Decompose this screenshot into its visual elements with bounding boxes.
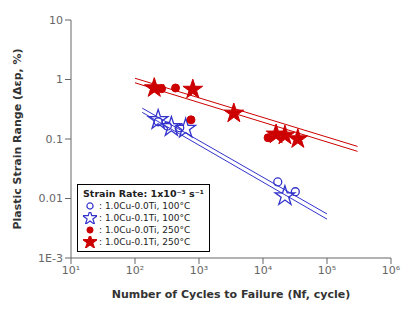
svg-text:10⁶: 10⁶: [382, 264, 401, 277]
svg-text:10¹: 10¹: [62, 264, 80, 277]
svg-text:0.01: 0.01: [39, 192, 64, 205]
svg-text:Plastic Strain Range (Δεp, %): Plastic Strain Range (Δεp, %): [11, 48, 24, 229]
svg-text:1: 1: [56, 73, 63, 86]
svg-text:10⁴: 10⁴: [254, 264, 273, 277]
html-text:Strain Rate: 1x10⁻³ s⁻¹: Strain Rate: 1x10⁻³ s⁻¹: [83, 188, 204, 199]
html-text:: 1.0Cu-0.0Ti, 100°C: : 1.0Cu-0.0Ti, 100°C: [99, 201, 191, 211]
svg-text:Number of Cycles to Failure (N: Number of Cycles to Failure (Nf, cycle): [112, 288, 351, 301]
svg-text:10: 10: [49, 14, 63, 27]
svg-text:0.1: 0.1: [46, 133, 64, 146]
html-text:: 1.0Cu-0.1Ti, 100°C: : 1.0Cu-0.1Ti, 100°C: [99, 213, 191, 223]
svg-text:10³: 10³: [190, 264, 208, 277]
html-text:: 1.0Cu-0.0Ti, 250°C: : 1.0Cu-0.0Ti, 250°C: [99, 225, 191, 235]
svg-text:1E-3: 1E-3: [38, 252, 63, 265]
svg-text:10²: 10²: [126, 264, 144, 277]
html-text:: 1.0Cu-0.1Ti, 250°C: : 1.0Cu-0.1Ti, 250°C: [99, 237, 191, 247]
svg-text:10⁵: 10⁵: [318, 264, 336, 277]
